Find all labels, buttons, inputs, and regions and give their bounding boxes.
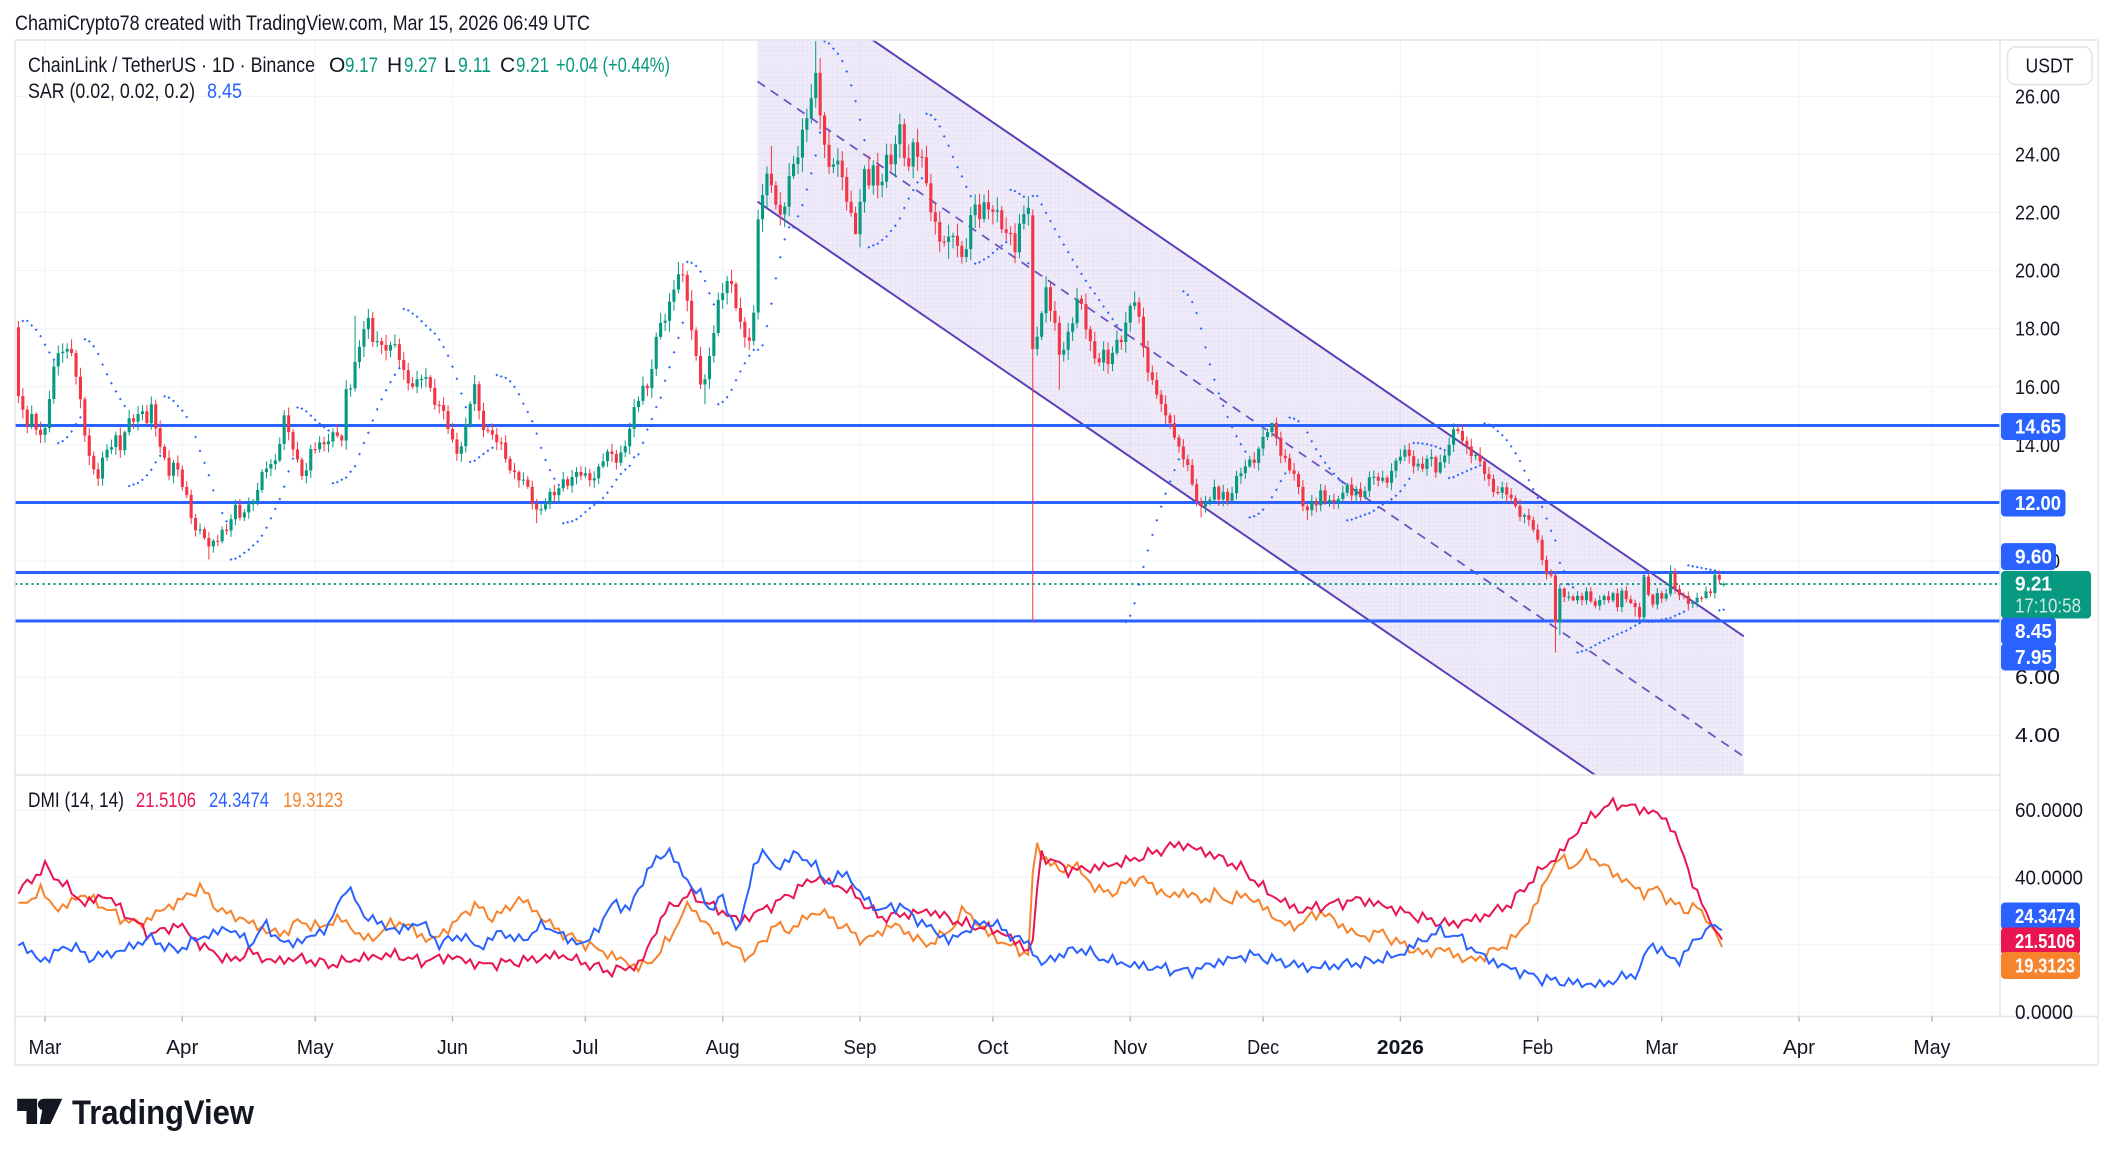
svg-text:9.17: 9.17 — [345, 54, 378, 77]
svg-text:7.95: 7.95 — [2015, 647, 2052, 669]
svg-text:12.00: 12.00 — [2015, 493, 2061, 515]
svg-text:Sep: Sep — [844, 1037, 877, 1059]
svg-text:Mar: Mar — [29, 1037, 62, 1059]
svg-text:19.3123: 19.3123 — [2015, 956, 2075, 978]
svg-text:9.21: 9.21 — [2015, 574, 2052, 596]
svg-text:8.45: 8.45 — [2015, 621, 2052, 643]
svg-text:4.00: 4.00 — [2015, 725, 2060, 747]
svg-text:8.45: 8.45 — [207, 80, 242, 103]
svg-text:19.3123: 19.3123 — [283, 789, 343, 812]
svg-text:22.00: 22.00 — [2015, 203, 2060, 225]
svg-text:H: H — [387, 54, 402, 77]
svg-text:Dec: Dec — [1247, 1037, 1279, 1059]
svg-text:DMI (14, 14): DMI (14, 14) — [28, 789, 124, 812]
svg-text:Mar: Mar — [1645, 1037, 1678, 1059]
svg-text:+0.04 (+0.44%): +0.04 (+0.44%) — [556, 54, 670, 77]
svg-text:26.00: 26.00 — [2015, 86, 2060, 108]
svg-text:Feb: Feb — [1522, 1037, 1553, 1059]
svg-text:21.5106: 21.5106 — [136, 789, 196, 812]
svg-text:L: L — [444, 54, 456, 77]
svg-text:ChamiCrypto78 created with Tra: ChamiCrypto78 created with TradingView.c… — [15, 12, 590, 35]
svg-text:24.3474: 24.3474 — [2015, 906, 2076, 928]
svg-text:USDT: USDT — [2026, 56, 2074, 78]
svg-text:Oct: Oct — [977, 1037, 1008, 1059]
svg-text:9.27: 9.27 — [404, 54, 437, 77]
svg-text:14.65: 14.65 — [2015, 417, 2061, 439]
svg-text:17:10:58: 17:10:58 — [2015, 596, 2081, 618]
svg-text:SAR (0.02, 0.02, 0.2): SAR (0.02, 0.02, 0.2) — [28, 80, 195, 103]
svg-text:24.3474: 24.3474 — [209, 789, 269, 812]
svg-text:21.5106: 21.5106 — [2015, 931, 2075, 953]
svg-text:Nov: Nov — [1113, 1037, 1147, 1059]
svg-text:60.0000: 60.0000 — [2015, 800, 2083, 822]
svg-text:Jul: Jul — [572, 1037, 598, 1059]
svg-text:May: May — [1913, 1037, 1950, 1059]
svg-text:40.0000: 40.0000 — [2015, 867, 2083, 889]
svg-text:9.11: 9.11 — [458, 54, 491, 77]
svg-text:16.00: 16.00 — [2015, 377, 2060, 399]
svg-text:O: O — [329, 54, 345, 77]
svg-text:6.00: 6.00 — [2015, 667, 2060, 689]
svg-text:May: May — [297, 1037, 334, 1059]
svg-text:ChainLink / TetherUS · 1D · Bi: ChainLink / TetherUS · 1D · Binance — [28, 54, 315, 77]
svg-text:14.00: 14.00 — [2015, 435, 2060, 457]
svg-text:Apr: Apr — [1783, 1037, 1815, 1059]
svg-text:20.00: 20.00 — [2015, 261, 2060, 283]
svg-text:0.0000: 0.0000 — [2015, 1002, 2073, 1024]
svg-text:Apr: Apr — [166, 1037, 198, 1059]
svg-text:C: C — [500, 54, 515, 77]
svg-text:2026: 2026 — [1377, 1037, 1424, 1059]
svg-text:Jun: Jun — [437, 1037, 468, 1059]
svg-text:18.00: 18.00 — [2015, 319, 2060, 341]
svg-text:9.21: 9.21 — [516, 54, 549, 77]
svg-text:24.00: 24.00 — [2015, 144, 2060, 166]
svg-text:TradingView: TradingView — [72, 1094, 254, 1132]
svg-text:9.60: 9.60 — [2015, 547, 2052, 569]
svg-text:Aug: Aug — [706, 1037, 740, 1059]
